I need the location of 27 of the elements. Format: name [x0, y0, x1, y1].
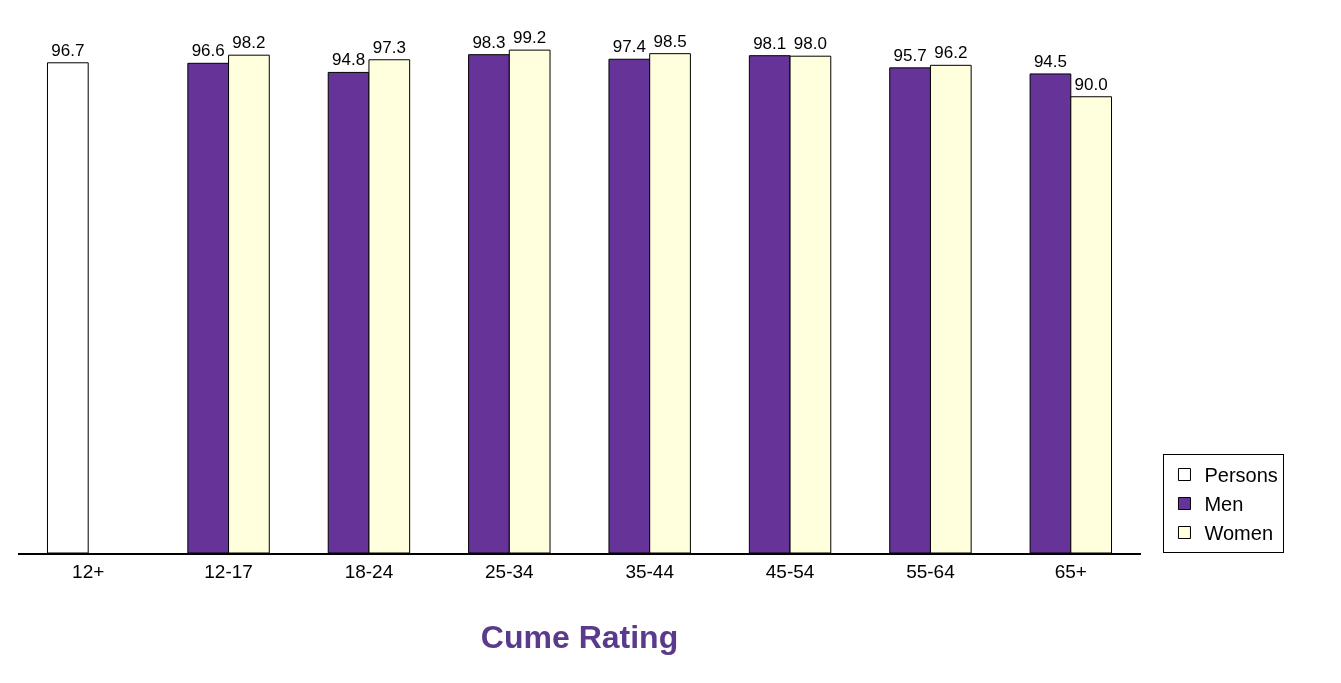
legend-label: Persons	[1204, 464, 1278, 487]
data-label: 98.1	[753, 33, 787, 53]
data-label: 97.3	[372, 37, 406, 57]
data-label: 98.0	[793, 34, 827, 54]
x-tick-label: 18-24	[344, 560, 394, 582]
data-label: 96.7	[51, 40, 85, 60]
data-label: 97.4	[612, 37, 646, 57]
x-tick-label: 35-44	[625, 560, 675, 582]
x-tick-label: 12+	[72, 560, 105, 582]
data-label: 95.7	[893, 45, 927, 65]
data-label: 96.2	[934, 43, 968, 63]
x-tick-label: 12-17	[204, 560, 253, 582]
data-label: 94.8	[332, 50, 366, 70]
data-label: 96.6	[191, 41, 225, 61]
data-label: 94.5	[1033, 51, 1067, 71]
x-tick-label: 55-64	[906, 560, 956, 582]
data-label: 99.2	[513, 28, 547, 48]
legend-label: Men	[1204, 493, 1244, 516]
x-axis-title: Cume Rating	[480, 619, 679, 656]
data-label: 98.2	[232, 33, 266, 53]
data-label: 90.0	[1074, 74, 1108, 94]
x-tick-label: 65+	[1054, 560, 1087, 582]
x-tick-label: 45-54	[765, 560, 815, 582]
data-label: 98.5	[653, 31, 687, 51]
legend-label: Women	[1204, 522, 1274, 545]
x-tick-label: 25-34	[485, 560, 535, 582]
data-label: 98.3	[472, 32, 506, 52]
